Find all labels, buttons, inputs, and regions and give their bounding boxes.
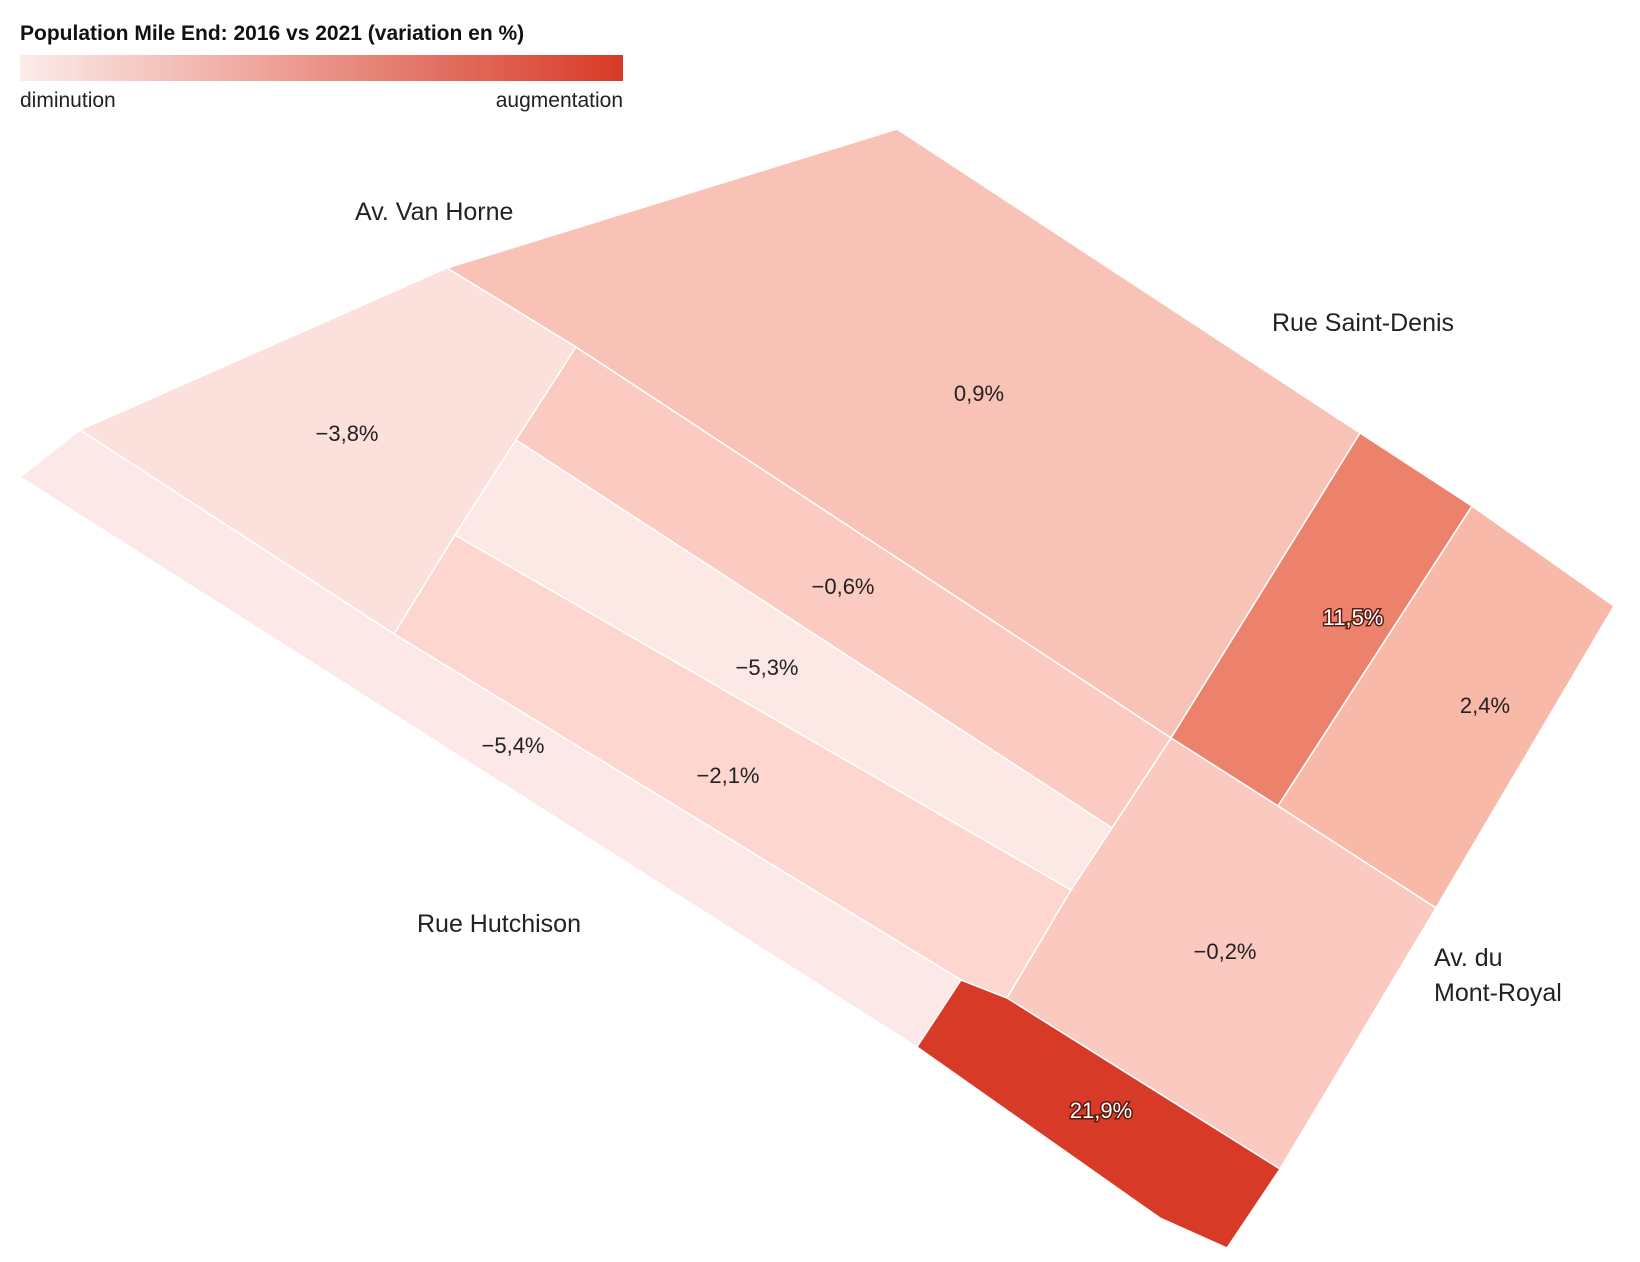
zone-4-value-label: −5,3% <box>736 655 799 680</box>
legend-gradient-bar <box>20 55 623 81</box>
zone-7-value-label: 11,5% <box>1323 605 1384 630</box>
street-label-mont-royal-line-1: Av. du <box>1434 944 1503 972</box>
zone-10-value-label: 21,9% <box>1070 1098 1132 1123</box>
zone-3-value-label: −0,6% <box>812 574 875 599</box>
zone-6-value-label: −5,4% <box>482 733 545 758</box>
street-label-van-horne: Av. Van Horne <box>355 198 513 226</box>
street-label-saint-denis: Rue Saint-Denis <box>1272 309 1454 337</box>
legend-high-label: augmentation <box>496 89 623 112</box>
street-label-hutchison: Rue Hutchison <box>417 910 581 938</box>
zone-9-value-label: −0,2% <box>1194 939 1257 964</box>
map-title: Population Mile End: 2016 vs 2021 (varia… <box>20 22 524 45</box>
legend-low-label: diminution <box>20 89 116 112</box>
zone-5-value-label: −2,1% <box>697 763 760 788</box>
zone-10[interactable] <box>915 979 1282 1249</box>
street-label-mont-royal-line-2: Mont-Royal <box>1434 979 1562 1007</box>
zone-1-value-label: 0,9% <box>954 381 1004 406</box>
zone-2-value-label: −3,8% <box>316 421 379 446</box>
zone-8-value-label: 2,4% <box>1460 693 1510 718</box>
zone-6[interactable] <box>18 429 963 1049</box>
